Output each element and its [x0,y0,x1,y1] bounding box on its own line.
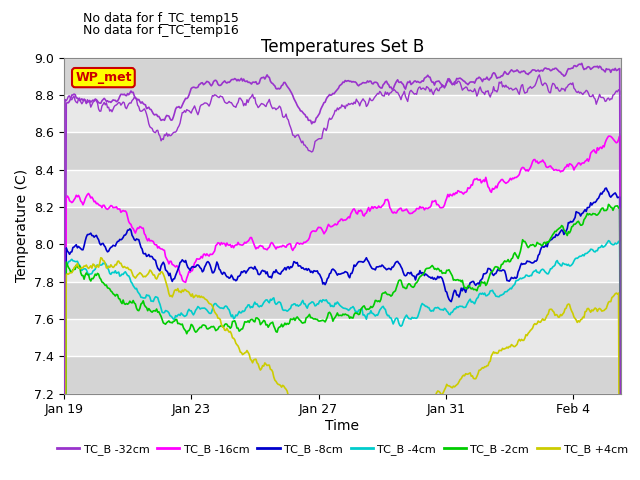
Text: No data for f_TC_temp16: No data for f_TC_temp16 [83,24,239,36]
X-axis label: Time: Time [325,419,360,433]
Bar [64,282,621,319]
Legend: TC_B -32cm, TC_B -16cm, TC_B -8cm, TC_B -4cm, TC_B -2cm, TC_B +4cm: TC_B -32cm, TC_B -16cm, TC_B -8cm, TC_B … [52,440,632,459]
Y-axis label: Temperature (C): Temperature (C) [15,169,29,282]
Bar [64,58,621,95]
Text: WP_met: WP_met [75,71,132,84]
Bar [64,132,621,169]
Bar [64,207,621,244]
Text: No data for f_TC_temp15: No data for f_TC_temp15 [83,12,239,24]
Title: Temperatures Set B: Temperatures Set B [260,38,424,56]
Bar [64,356,621,394]
